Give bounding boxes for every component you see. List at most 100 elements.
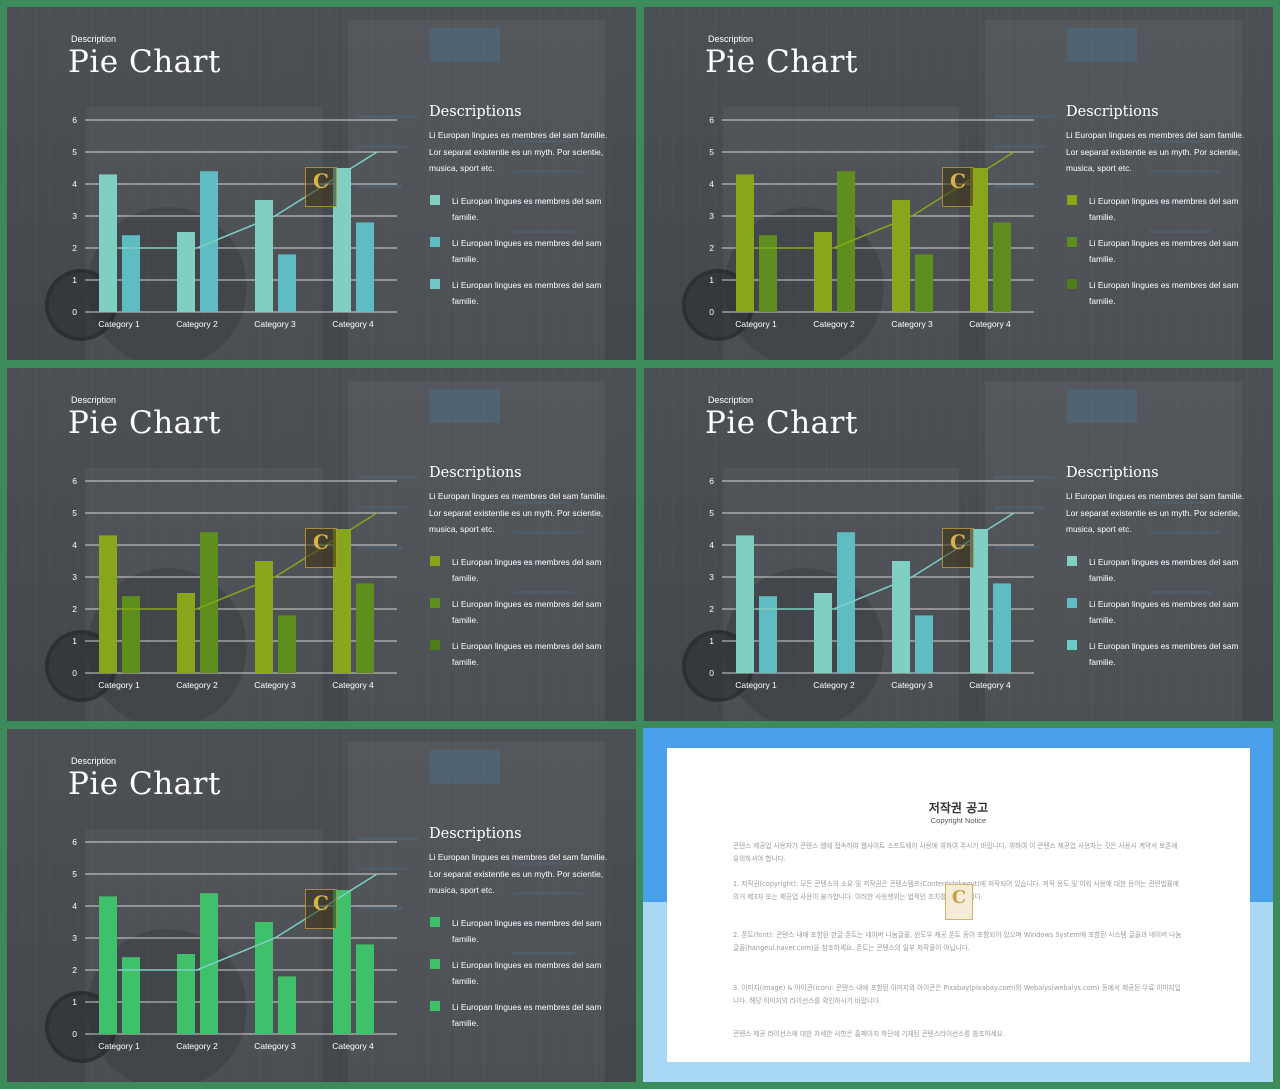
y-tick-label: 2 [709,243,714,253]
paper-line [1150,140,1205,143]
paper-line [358,867,408,870]
legend-label: Li Europan lingues es membres del sam fa… [452,280,602,306]
x-category-label: Category 1 [735,680,777,690]
bar [200,532,218,673]
logo-badge: C [942,528,974,568]
x-category-label: Category 2 [813,319,855,329]
y-tick-label: 2 [72,965,77,975]
legend-label: Li Europan lingues es membres del sam fa… [452,960,602,986]
slide-title: Pie Chart [68,44,221,80]
notice-paragraph: 콘텐스 제공 라이선스에 대한 자세한 사항은 홈페이지 하단에 기재된 콘텐스… [733,1030,1005,1038]
bar [255,561,273,673]
paper-line [995,546,1040,549]
bar-line-chart: 0 1 2 3 4 5 6 Category 1 Category 2 Category 3 Cat… [709,476,1034,690]
paper-line [358,185,403,188]
legend-item: Li Europan lingues es membres del sam fa… [430,193,620,225]
bar [200,171,218,312]
paper-line [513,561,553,564]
legend-label: Li Europan lingues es membres del sam fa… [452,196,602,222]
y-tick-label: 6 [709,476,714,486]
legend-swatch [430,959,440,969]
legend-item: Li Europan lingues es membres del sam fa… [430,235,620,267]
bar [970,168,988,312]
legend-swatch [430,917,440,927]
notice-title: 저작권 공고 [928,801,989,815]
chart-slide: Description Pie Chart Descriptions Li Europ… [7,7,636,360]
y-tick-label: 6 [709,115,714,125]
bar [356,222,374,312]
bar [892,200,910,312]
background-resume-paper [348,742,605,1082]
x-category-label: Category 3 [254,680,296,690]
notice-paragraph: 3. 이미지(image) & 아이콘(icon): 콘텐스 내에 포함된 이미… [733,984,1181,1005]
y-tick-label: 0 [72,1029,77,1039]
logo-badge: C [305,528,337,568]
descriptions-heading: Descriptions [1066,465,1159,481]
bar [255,922,273,1034]
descriptions-body: Li Europan lingues es membres del sam fa… [429,491,608,534]
legend-item: Li Europan lingues es membres del sam fa… [430,957,620,989]
bar [736,174,754,312]
paper-line [1150,200,1190,203]
legend-label: Li Europan lingues es membres del sam fa… [1089,599,1239,625]
legend-item: Li Europan lingues es membres del sam fa… [1067,554,1257,586]
paper-header [430,750,500,784]
paper-line [513,862,568,865]
paper-line [358,115,418,118]
paper-line [1150,230,1212,233]
y-tick-label: 1 [709,636,714,646]
bar [278,976,296,1034]
bar-line-chart: 0 1 2 3 4 5 6 Category 1 Category 2 Category 3 Cat… [72,115,397,329]
logo-badge: C [305,889,337,929]
y-tick-label: 3 [709,572,714,582]
x-category-label: Category 4 [969,680,1011,690]
slide-title: Pie Chart [705,44,858,80]
slide-subtitle: Description [71,756,117,766]
slide-subtitle: Description [71,395,117,405]
legend-item: Li Europan lingues es membres del sam fa… [430,277,620,309]
bar [970,529,988,673]
legend-label: Li Europan lingues es membres del sam fa… [452,1002,602,1028]
y-tick-label: 6 [72,837,77,847]
chart-slide: Description Pie Chart Descriptions Li Europ… [644,368,1273,721]
y-tick-label: 4 [72,540,77,550]
x-category-label: Category 3 [254,1041,296,1051]
notice-paragraph: 콘텐스 제공업 사용자가 콘텐스 웹에 접속하여 웹사이트 소프트웨어 사용에 … [733,842,1178,863]
legend-label: Li Europan lingues es membres del sam fa… [452,641,602,667]
legend-item: Li Europan lingues es membres del sam fa… [430,638,620,670]
bar [278,615,296,673]
y-tick-label: 5 [72,508,77,518]
y-tick-label: 0 [72,668,77,678]
y-tick-label: 6 [72,115,77,125]
copyright-notice-slide: 저작권 공고 Copyright Notice 콘텐스 제공업 사용자가 콘텐스… [643,728,1273,1082]
y-tick-label: 1 [72,275,77,285]
bar [993,222,1011,312]
bar [99,896,117,1034]
x-category-label: Category 2 [176,319,218,329]
paper-line [358,907,403,910]
bar [122,957,140,1034]
bar [333,890,351,1034]
y-tick-label: 3 [72,211,77,221]
y-tick-label: 2 [72,604,77,614]
paper-header [1067,389,1137,423]
paper-line [358,145,408,148]
bar-line-chart: 0 1 2 3 4 5 6 Category 1 Category 2 Category 3 Cat… [72,476,397,690]
legend-item: Li Europan lingues es membres del sam fa… [1067,596,1257,628]
background-resume-paper [985,381,1242,721]
paper-line [358,546,403,549]
slide-title: Pie Chart [68,766,221,802]
bar [177,232,195,312]
slide-subtitle: Description [708,34,754,44]
bar [814,593,832,673]
bar [177,593,195,673]
paper-header [1067,28,1137,62]
paper-line [513,140,568,143]
paper-line [513,892,583,895]
bar [915,254,933,312]
paper-line [513,501,568,504]
legend-swatch [1067,598,1077,608]
descriptions-body: Li Europan lingues es membres del sam fa… [1066,130,1245,173]
paper-line [995,145,1045,148]
legend-swatch [430,640,440,650]
